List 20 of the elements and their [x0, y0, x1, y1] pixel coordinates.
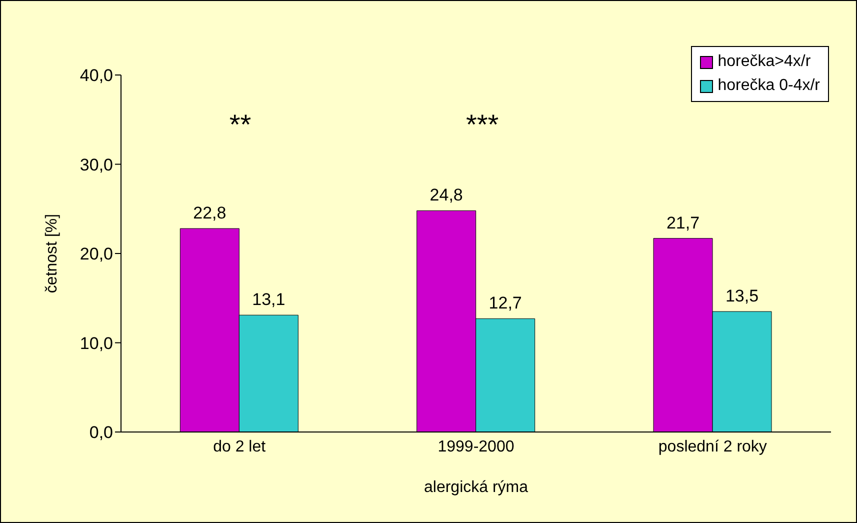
x-tick-label: do 2 let [213, 438, 266, 456]
data-label: 24,8 [430, 186, 463, 205]
x-axis-title: alergická rýma [424, 479, 528, 496]
data-label: 22,8 [193, 204, 226, 223]
legend-label: horečka>4x/r [718, 52, 811, 72]
x-tick-label: 1999-2000 [438, 438, 514, 456]
y-tick-label: 30,0 [80, 155, 113, 174]
legend-label: horečka 0-4x/r [718, 76, 820, 96]
data-label: 13,5 [725, 286, 759, 306]
y-tick-label: 10,0 [80, 334, 113, 353]
y-tick-label: 20,0 [80, 244, 113, 264]
data-label: 21,7 [666, 213, 700, 232]
annotation: *** [466, 109, 499, 141]
x-tick-label: poslední 2 roky [658, 438, 767, 456]
data-label: 12,7 [488, 294, 522, 313]
y-tick-label: 40,0 [80, 66, 113, 86]
y-axis-title: četnost [%] [44, 214, 61, 294]
annotation: ** [229, 109, 252, 141]
data-label: 13,1 [252, 290, 286, 310]
y-tick-label: 0,0 [89, 423, 113, 442]
